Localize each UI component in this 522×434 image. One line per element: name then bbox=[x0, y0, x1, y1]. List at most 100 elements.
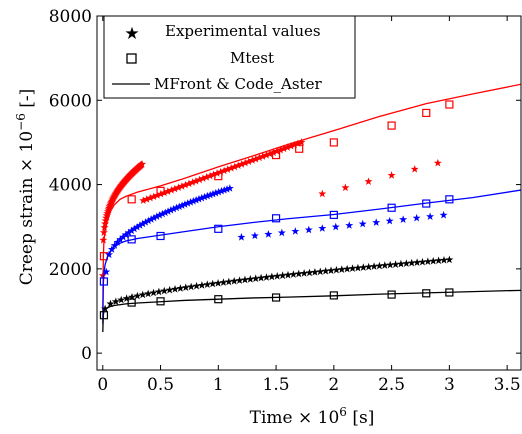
model-curve bbox=[102, 189, 521, 324]
experimental-point bbox=[262, 151, 271, 159]
experimental-point bbox=[203, 280, 212, 288]
mtest-point bbox=[127, 298, 136, 307]
experimental-point bbox=[237, 233, 246, 241]
x-axis-title-unit: [s] bbox=[347, 408, 374, 428]
experimental-point bbox=[286, 141, 295, 150]
x-tick-label: 0 bbox=[97, 375, 108, 395]
mtest-point bbox=[156, 297, 165, 306]
experimental-point bbox=[358, 219, 367, 228]
experimental-point bbox=[359, 263, 368, 271]
experimental-point bbox=[107, 245, 116, 253]
experimental-point bbox=[106, 299, 115, 308]
experimental-point bbox=[101, 219, 110, 228]
y-axis-title-unit: [-] bbox=[17, 89, 37, 113]
experimental-point bbox=[214, 278, 223, 287]
experimental-point bbox=[180, 200, 189, 208]
x-tick-label: 3 bbox=[444, 375, 455, 395]
experimental-point bbox=[353, 263, 362, 272]
experimental-point bbox=[144, 216, 153, 225]
experimental-point bbox=[305, 268, 314, 277]
experimental-point bbox=[192, 195, 201, 204]
experimental-point bbox=[146, 193, 155, 202]
experimental-point bbox=[289, 270, 298, 278]
experimental-point bbox=[181, 180, 190, 189]
experimental-point bbox=[364, 177, 373, 185]
y-axis-title: Creep strain × 10−6 [-] bbox=[14, 89, 37, 286]
experimental-point bbox=[192, 281, 201, 290]
experimental-point bbox=[105, 250, 114, 259]
mtest-point bbox=[387, 121, 396, 130]
experimental-point bbox=[202, 173, 211, 181]
experimental-point bbox=[165, 285, 174, 294]
experimental-point bbox=[199, 174, 207, 182]
experimental-point bbox=[332, 265, 341, 274]
experimental-point bbox=[135, 221, 144, 229]
experimental-point bbox=[133, 222, 142, 231]
experimental-point bbox=[277, 228, 286, 237]
experimental-point bbox=[211, 188, 220, 197]
mtest-point bbox=[127, 235, 136, 244]
experimental-point bbox=[219, 278, 228, 286]
x-tick-label: 1.5 bbox=[263, 375, 290, 395]
mtest-point bbox=[99, 311, 109, 320]
legend-square-marker bbox=[126, 53, 137, 64]
experimental-point bbox=[167, 186, 176, 194]
x-axis-title: Time × 106 [s] bbox=[250, 405, 375, 428]
experimental-point bbox=[197, 193, 206, 202]
experimental-point bbox=[223, 185, 232, 193]
experimental-point bbox=[158, 209, 167, 218]
experimental-point bbox=[402, 259, 411, 267]
experimental-point bbox=[348, 264, 357, 272]
experimental-point bbox=[262, 273, 271, 281]
experimental-point bbox=[186, 198, 195, 206]
experimental-point bbox=[175, 202, 184, 211]
experimental-point bbox=[220, 166, 229, 175]
experimental-point bbox=[267, 272, 276, 281]
experimental-point bbox=[234, 161, 243, 169]
experimental-point bbox=[122, 294, 131, 302]
experimental-point bbox=[144, 289, 153, 298]
plot-series-group bbox=[98, 83, 521, 333]
experimental-point bbox=[380, 261, 389, 269]
experimental-point bbox=[370, 262, 379, 270]
experimental-point bbox=[327, 266, 336, 275]
experimental-point bbox=[121, 230, 130, 239]
experimental-point bbox=[127, 226, 136, 235]
experimental-point bbox=[133, 291, 142, 300]
experimental-point bbox=[331, 222, 340, 231]
experimental-point bbox=[139, 196, 148, 204]
x-axis-title-exponent: 6 bbox=[339, 405, 347, 419]
experimental-point bbox=[294, 269, 303, 278]
experimental-point bbox=[255, 153, 264, 162]
experimental-point bbox=[439, 210, 448, 219]
x-tick-label: 2 bbox=[328, 375, 339, 395]
experimental-point bbox=[172, 203, 181, 212]
experimental-point bbox=[117, 295, 126, 304]
experimental-point bbox=[246, 275, 255, 283]
experimental-point bbox=[102, 267, 111, 276]
experimental-point bbox=[445, 255, 454, 264]
experimental-point bbox=[208, 279, 217, 288]
legend: ★ Experimental values Mtest MFront & Cod… bbox=[103, 15, 356, 99]
mtest-point bbox=[329, 138, 338, 147]
mtest-point bbox=[422, 199, 431, 208]
experimental-point bbox=[224, 277, 233, 286]
experimental-point bbox=[264, 230, 273, 238]
experimental-point bbox=[440, 256, 448, 264]
mtest-point bbox=[445, 288, 454, 297]
experimental-point bbox=[235, 276, 244, 284]
experimental-point bbox=[223, 165, 232, 173]
experimental-point bbox=[429, 256, 438, 265]
experimental-point bbox=[156, 189, 165, 198]
experimental-point bbox=[124, 228, 133, 237]
legend-label-experimental: Experimental values bbox=[165, 22, 321, 40]
mtest-point bbox=[156, 231, 165, 241]
experimental-point bbox=[391, 260, 400, 268]
legend-star-marker: ★ bbox=[124, 24, 139, 44]
experimental-point bbox=[413, 258, 422, 266]
experimental-point bbox=[244, 157, 253, 166]
experimental-point bbox=[283, 270, 292, 279]
experimental-point bbox=[130, 224, 139, 233]
model-curve bbox=[102, 289, 521, 333]
experimental-point bbox=[321, 266, 330, 275]
